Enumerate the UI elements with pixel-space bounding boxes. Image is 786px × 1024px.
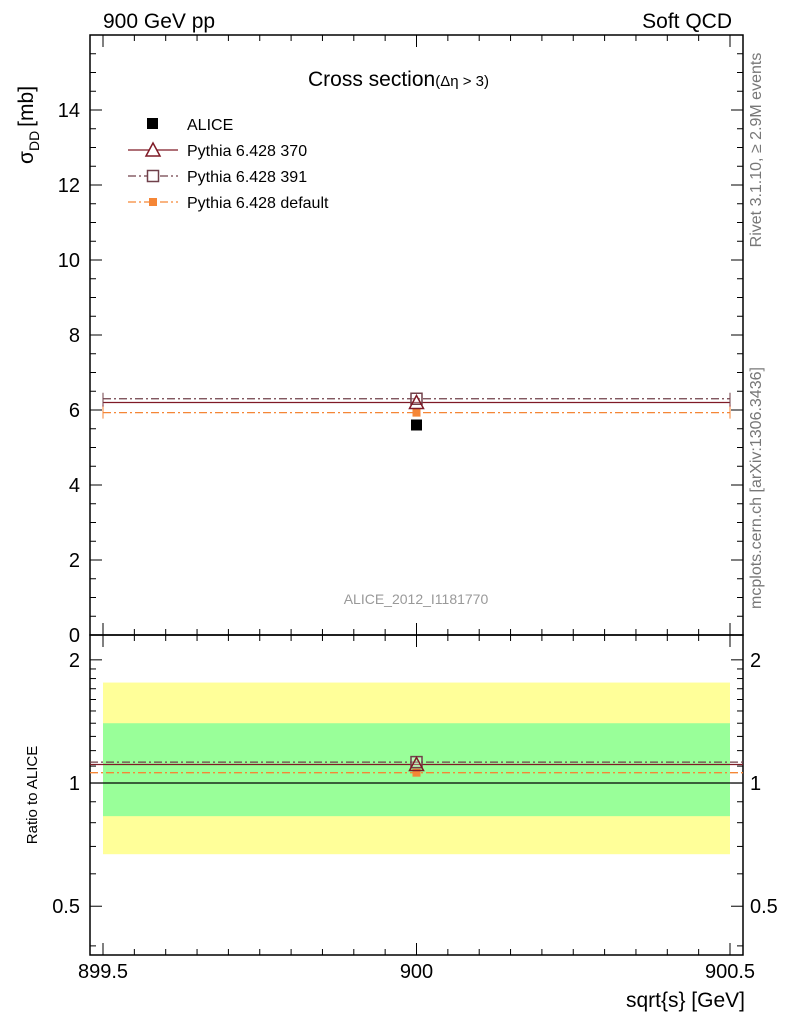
main-ytick-label: 8 — [69, 325, 80, 347]
title-suffix: (Δη > 3) — [435, 73, 489, 90]
main-series-marker-2 — [410, 392, 423, 405]
legend-marker-alice — [147, 118, 158, 129]
axis-ticks — [90, 34, 743, 955]
legend-marker-391 — [146, 169, 160, 183]
legend-marker-370 — [144, 141, 162, 157]
main-series-marker-0 — [411, 419, 422, 431]
main-ytick-label: 0 — [69, 625, 80, 647]
main-series-marker-3 — [412, 408, 421, 417]
legend-label-370: Pythia 6.428 370 — [187, 143, 307, 160]
y-label-sub: DD — [26, 131, 42, 151]
legend-marker-default — [149, 198, 157, 206]
main-title: Cross section(Δη > 3) — [308, 68, 489, 91]
ratio-ytick-label-right: 1 — [750, 773, 761, 795]
xtick-label: 900.5 — [705, 961, 755, 983]
ratio-bands — [103, 682, 730, 855]
ratio-ytick-label-right: 2 — [750, 650, 761, 672]
data-marks — [90, 392, 743, 784]
ratio-ytick-label-right: 0.5 — [750, 896, 778, 918]
main-ytick-label: 10 — [58, 250, 80, 272]
x-axis-label: sqrt{s} [GeV] — [626, 989, 745, 1012]
title-text: Cross section — [308, 68, 435, 91]
mcplots-info: mcplots.cern.ch [arXiv:1306.3436] — [748, 367, 765, 609]
xtick-label: 899.5 — [78, 961, 128, 983]
main-series-marker-1 — [408, 393, 425, 410]
main-y-label: σDD [mb] — [15, 86, 42, 164]
main-ytick-label: 4 — [69, 475, 80, 497]
process-label: Soft QCD — [642, 10, 732, 33]
main-ytick-label: 12 — [58, 175, 80, 197]
ratio-series-marker-0 — [408, 755, 425, 772]
ratio-series-marker-2 — [412, 768, 421, 777]
xtick-label: 900 — [400, 961, 433, 983]
legend: ALICE Pythia 6.428 370 Pythia 6.428 391 … — [128, 117, 329, 212]
main-ytick-label: 14 — [58, 100, 80, 122]
ratio-ytick-label-left: 0.5 — [52, 896, 80, 918]
legend-label-alice: ALICE — [187, 117, 233, 134]
main-ytick-label: 2 — [69, 550, 80, 572]
y-label-sigma: σ — [15, 151, 38, 164]
y-label-unit: [mb] — [15, 86, 38, 127]
legend-label-default: Pythia 6.428 default — [187, 195, 329, 212]
energy-label: 900 GeV pp — [103, 10, 215, 33]
ratio-ytick-label-left: 2 — [69, 650, 80, 672]
ratio-ytick-label-left: 1 — [69, 773, 80, 795]
analysis-id: ALICE_2012_I1181770 — [344, 591, 489, 607]
ratio-y-label: Ratio to ALICE — [24, 746, 41, 844]
legend-label-391: Pythia 6.428 391 — [187, 169, 307, 186]
rivet-info: Rivet 3.1.10, ≥ 2.9M events — [748, 53, 765, 248]
main-ytick-label: 6 — [69, 400, 80, 422]
